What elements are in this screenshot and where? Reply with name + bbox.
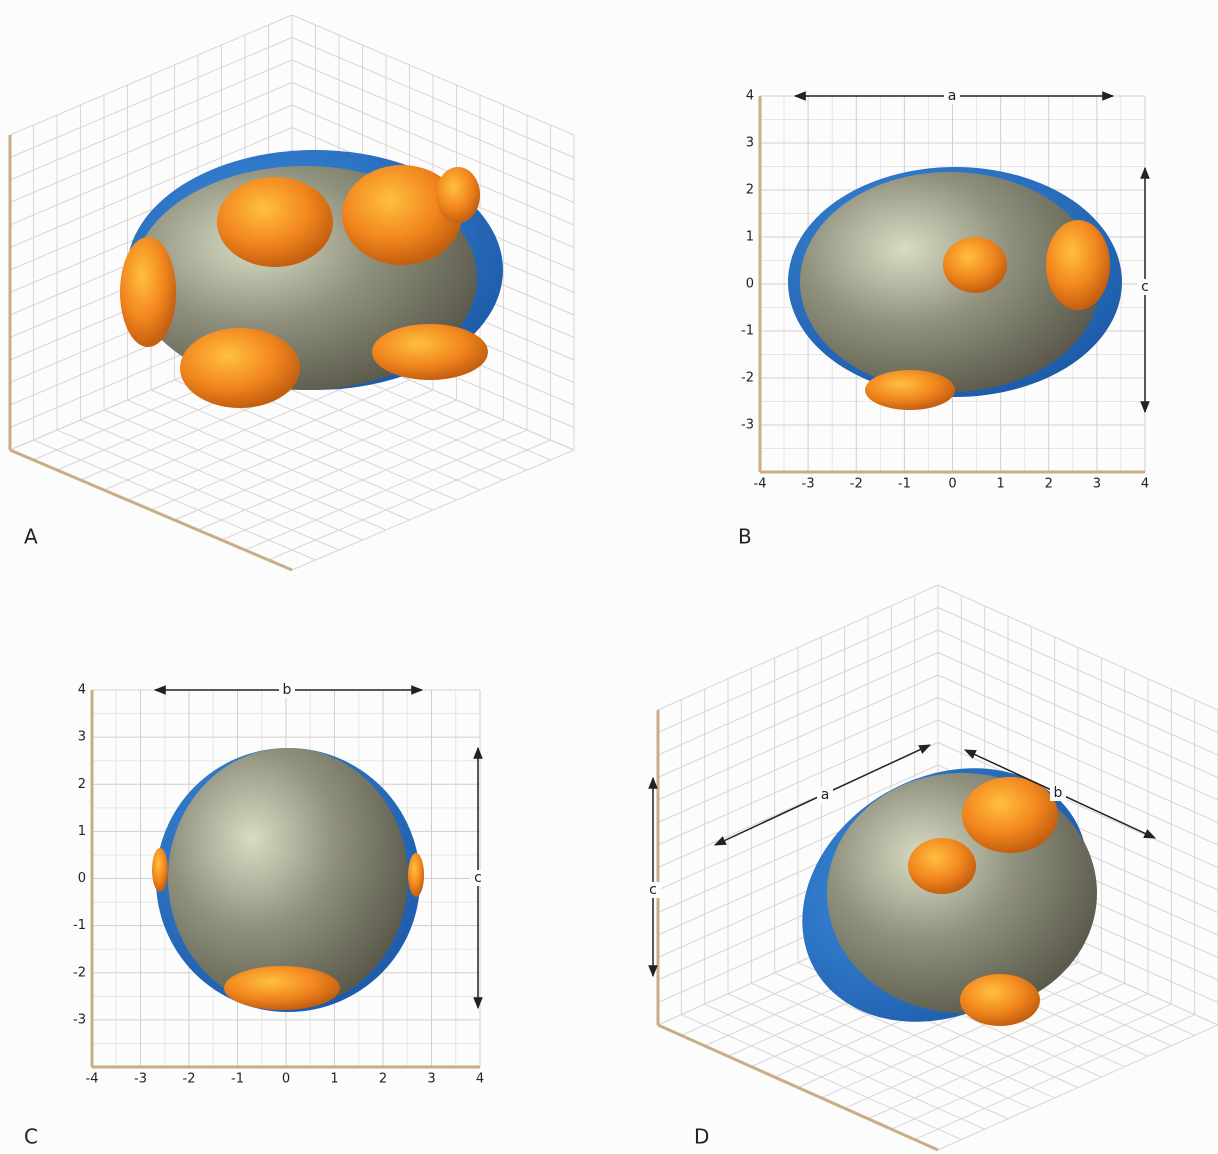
dimension-label: c — [649, 882, 657, 898]
y-tick-label: -2 — [73, 965, 86, 980]
shapes — [120, 150, 1134, 1072]
dimension-label: a — [821, 787, 830, 803]
y-tick-label: -1 — [741, 324, 754, 339]
y-tick-label: -3 — [741, 418, 754, 433]
atom — [180, 328, 300, 408]
y-tick-label: 4 — [746, 89, 754, 104]
atom — [436, 167, 480, 223]
y-tick-label: 1 — [746, 230, 754, 245]
x-tick-label: 0 — [282, 1072, 290, 1087]
y-tick-label: 4 — [78, 683, 86, 698]
atom — [120, 237, 176, 347]
y-tick-label: 2 — [746, 183, 754, 198]
panel-label: B — [738, 525, 752, 549]
y-tick-label: -1 — [73, 918, 86, 933]
y-tick-label: 3 — [78, 730, 86, 745]
x-tick-label: 3 — [427, 1072, 435, 1087]
y-tick-label: 1 — [78, 824, 86, 839]
dimension-label: b — [283, 682, 292, 698]
y-tick-label: 2 — [78, 777, 86, 792]
x-tick-label: 1 — [330, 1072, 338, 1087]
x-tick-label: 4 — [1141, 477, 1149, 492]
dimension-label: c — [1141, 279, 1149, 295]
x-tick-label: 4 — [476, 1072, 484, 1087]
x-tick-label: -4 — [754, 477, 767, 492]
y-tick-label: 0 — [78, 871, 86, 886]
dimension-label: a — [948, 88, 957, 104]
atom — [217, 177, 333, 267]
x-tick-label: -4 — [86, 1072, 99, 1087]
x-tick-label: -1 — [898, 477, 911, 492]
x-tick-label: 1 — [996, 477, 1004, 492]
x-tick-label: -2 — [183, 1072, 196, 1087]
figure: a c b c a b c A B C D -4 -3 -2 -1 0 1 2 3 4 4 3 2 1 0… — [0, 0, 1218, 1154]
atom — [152, 848, 168, 892]
atom — [408, 853, 424, 897]
atom — [962, 777, 1058, 853]
atom — [908, 838, 976, 894]
atom — [372, 324, 488, 380]
panel-label: D — [694, 1125, 709, 1149]
atom — [960, 974, 1040, 1026]
y-tick-label: 0 — [746, 277, 754, 292]
y-tick-label: 3 — [746, 136, 754, 151]
x-tick-label: -3 — [802, 477, 815, 492]
atom — [865, 370, 955, 410]
atom — [224, 966, 340, 1010]
x-tick-label: 3 — [1093, 477, 1101, 492]
x-tick-label: -3 — [134, 1072, 147, 1087]
atom — [943, 237, 1007, 293]
panel-label: C — [24, 1125, 38, 1149]
atom — [1046, 220, 1110, 310]
panel-label: A — [24, 525, 38, 549]
x-tick-label: 2 — [1045, 477, 1053, 492]
x-tick-label: 0 — [948, 477, 956, 492]
dimension-label: b — [1054, 785, 1063, 801]
x-tick-label: -2 — [850, 477, 863, 492]
y-tick-label: -3 — [73, 1012, 86, 1027]
dimension-label: c — [474, 870, 482, 886]
y-tick-label: -2 — [741, 371, 754, 386]
x-tick-label: 2 — [379, 1072, 387, 1087]
x-tick-label: -1 — [231, 1072, 244, 1087]
